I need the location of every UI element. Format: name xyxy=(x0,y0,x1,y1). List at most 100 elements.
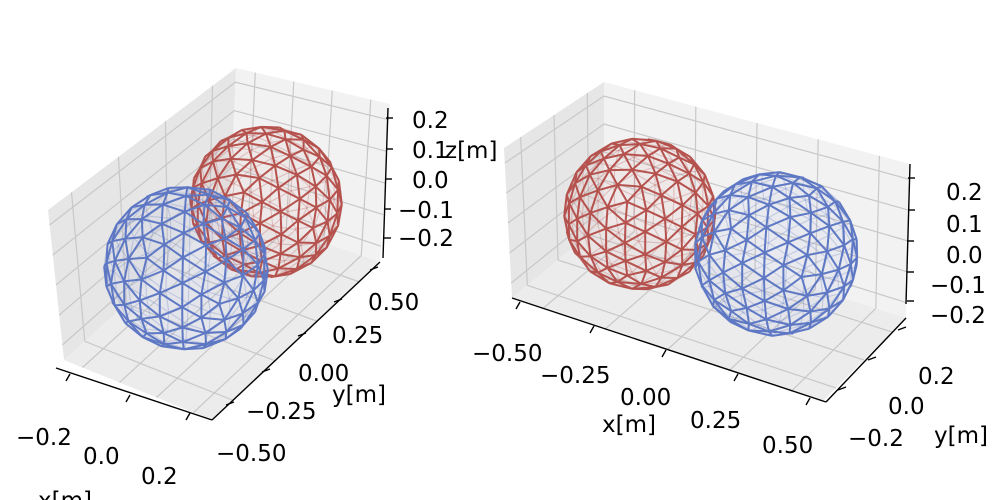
wireframe-edge xyxy=(694,192,710,207)
wireframe-edge xyxy=(202,160,216,169)
wireframe-edge xyxy=(269,139,289,144)
wireframe-edge xyxy=(123,299,140,306)
wireframe-edge xyxy=(748,322,770,333)
grid-line xyxy=(82,216,250,368)
wireframe-edge xyxy=(843,263,852,287)
wireframe-edge xyxy=(763,227,768,253)
wireframe-edge xyxy=(251,149,273,159)
wireframe-edge xyxy=(127,236,144,260)
wireframe-edge xyxy=(618,149,634,158)
wireframe-edge xyxy=(613,173,636,187)
wireframe-edge xyxy=(212,145,229,153)
wireframe-edge xyxy=(709,249,726,256)
wireframe-edge xyxy=(140,219,144,238)
wireframe-edge xyxy=(842,252,851,272)
wireframe-edge xyxy=(271,170,293,182)
wireframe-edge xyxy=(106,259,115,265)
wireframe-edge xyxy=(189,228,213,244)
wireframe-edge xyxy=(722,250,727,273)
wireframe-edge xyxy=(297,219,314,229)
wireframe-edge xyxy=(166,263,190,279)
wireframe-edge xyxy=(184,339,187,349)
wireframe-edge xyxy=(670,252,691,259)
wireframe-edge xyxy=(165,264,168,291)
wireframe-edge xyxy=(660,194,683,207)
wireframe-edge xyxy=(606,206,627,224)
wireframe-edge xyxy=(768,197,790,206)
wireframe-edge xyxy=(192,178,195,188)
wireframe-edge xyxy=(274,268,280,277)
wireframe-edge xyxy=(597,222,604,247)
wireframe-edge xyxy=(664,261,683,266)
y-tick-label: 0.0 xyxy=(888,394,925,420)
wireframe-edge xyxy=(230,157,253,162)
wireframe-edge xyxy=(664,241,668,263)
wireframe-edge xyxy=(212,216,231,221)
wireframe-edge xyxy=(187,186,190,194)
wireframe-edge xyxy=(124,322,144,338)
wireframe-edge xyxy=(722,272,727,294)
wireframe-edge xyxy=(196,226,211,244)
wireframe-edge xyxy=(302,149,313,168)
wireframe-edge xyxy=(270,145,291,157)
wireframe-edge xyxy=(105,281,109,287)
wireframe-edge xyxy=(799,312,823,327)
y-tick-label: 0.50 xyxy=(368,290,419,316)
wireframe-edge xyxy=(290,152,310,165)
wireframe-edge xyxy=(708,285,725,302)
wireframe-edge xyxy=(708,271,724,282)
wireframe-edge xyxy=(215,160,220,177)
wireframe-edge xyxy=(670,143,677,150)
wireframe-edge xyxy=(807,250,828,257)
wireframe-edge xyxy=(235,134,254,137)
z-tick-label: −0.2 xyxy=(398,226,454,252)
axis-tick xyxy=(125,394,131,403)
wireframe-edge xyxy=(662,220,673,244)
wireframe-edge xyxy=(229,297,248,318)
wireframe-edge xyxy=(241,274,255,291)
wireframe-edge xyxy=(127,206,133,212)
wireframe-edge xyxy=(747,323,750,331)
wireframe-edge xyxy=(826,244,845,253)
wireframe-edge xyxy=(111,241,116,262)
wireframe-edge xyxy=(262,254,266,281)
wireframe-edge xyxy=(285,265,304,272)
wireframe-edge xyxy=(170,207,190,219)
wireframe-edge xyxy=(223,319,228,333)
wireframe-edge xyxy=(800,254,809,278)
wireframe-edge xyxy=(729,321,753,332)
wireframe-edge xyxy=(131,307,151,318)
wireframe-edge xyxy=(742,311,760,326)
wireframe-edge xyxy=(297,227,314,244)
axis-tick xyxy=(733,373,739,382)
wireframe-edge xyxy=(315,234,331,244)
wireframe-edge xyxy=(576,218,589,237)
wireframe-edge xyxy=(611,264,621,280)
wireframe-edge xyxy=(144,191,168,206)
wireframe-edge xyxy=(712,209,730,216)
wireframe-edge xyxy=(295,174,301,200)
wireframe-edge xyxy=(564,194,568,209)
wireframe-edge xyxy=(205,338,226,346)
wireframe-edge xyxy=(645,194,663,211)
wireframe-edge xyxy=(782,292,804,304)
wireframe-edge xyxy=(113,260,130,272)
z-tick-label: −0.1 xyxy=(930,273,986,299)
wireframe-edge xyxy=(221,239,226,256)
wireframe-edge xyxy=(200,317,207,334)
wireframe-edge xyxy=(688,192,693,216)
wireframe-edge xyxy=(208,193,228,208)
wireframe-edge xyxy=(712,198,718,215)
wireframe-edge xyxy=(185,324,188,341)
wireframe-edge xyxy=(729,233,746,254)
wireframe-edge xyxy=(702,242,710,257)
wireframe-edge xyxy=(681,233,697,251)
wireframe-edge xyxy=(228,142,248,148)
wireframe-edge xyxy=(113,238,127,262)
wireframe-edge xyxy=(688,262,695,273)
wireframe-edge xyxy=(258,177,279,189)
wireframe-edge xyxy=(765,308,789,321)
wireframe-edge xyxy=(583,235,592,255)
wireframe-edge xyxy=(809,291,828,313)
wireframe-edge xyxy=(764,241,789,254)
